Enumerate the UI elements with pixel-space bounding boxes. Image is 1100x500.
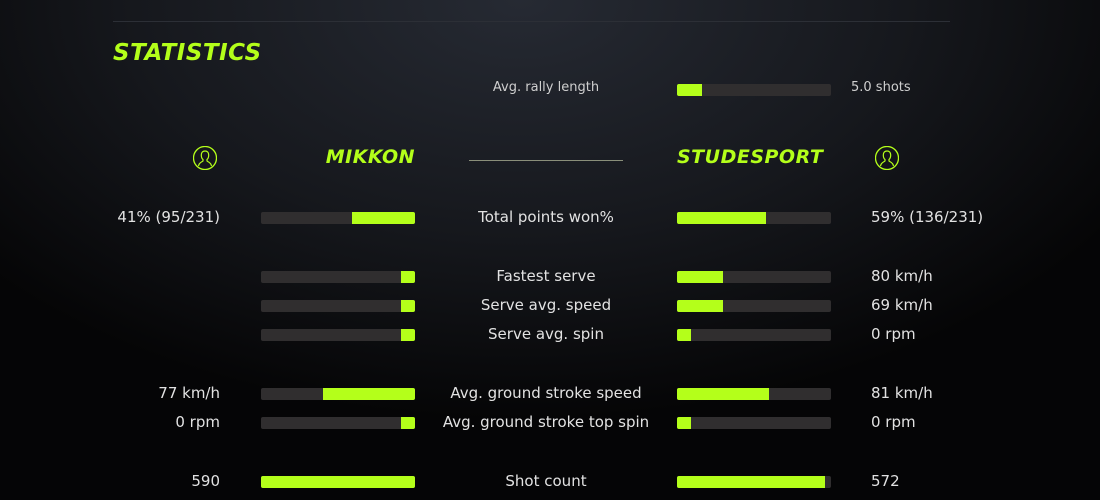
stat-label: Total points won% [478, 208, 614, 226]
left-bar [261, 271, 415, 283]
right-bar-fill [677, 329, 691, 341]
rally-label: Avg. rally length [492, 80, 600, 95]
right-bar-fill [677, 300, 724, 312]
right-value: 572 [871, 472, 900, 490]
player-left-name: MIKKON [325, 146, 415, 168]
left-value: 77 km/h [158, 384, 220, 402]
right-bar-fill [677, 271, 724, 283]
left-bar-fill [401, 417, 415, 429]
rally-bar [677, 84, 831, 96]
page-title: STATISTICS [113, 40, 262, 66]
left-value: 41% (95/231) [117, 208, 220, 226]
right-value: 59% (136/231) [871, 208, 984, 226]
right-bar [677, 388, 831, 400]
right-bar-fill [677, 388, 770, 400]
left-bar [261, 300, 415, 312]
left-bar-fill [401, 329, 415, 341]
right-bar [677, 212, 831, 224]
stat-label: Serve avg. spin [488, 325, 604, 343]
left-bar-fill [401, 300, 415, 312]
left-bar [261, 388, 415, 400]
right-bar-fill [677, 212, 767, 224]
stat-label: Shot count [505, 472, 587, 490]
user-circle-icon [193, 146, 217, 170]
right-value: 0 rpm [871, 413, 916, 431]
right-value: 0 rpm [871, 325, 916, 343]
user-circle-icon [875, 146, 899, 170]
right-bar [677, 476, 831, 488]
rally-bar-fill [677, 84, 702, 96]
left-bar-fill [351, 212, 415, 224]
left-bar-fill [261, 476, 415, 488]
left-bar-fill [401, 271, 415, 283]
left-bar [261, 417, 415, 429]
player-right-name: STUDESPORT [677, 146, 824, 168]
right-bar [677, 300, 831, 312]
top-divider [113, 21, 950, 22]
left-bar [261, 212, 415, 224]
right-bar [677, 417, 831, 429]
right-bar-fill [677, 476, 825, 488]
left-bar [261, 329, 415, 341]
left-value: 590 [191, 472, 220, 490]
stat-label: Avg. ground stroke top spin [442, 413, 650, 431]
right-value: 81 km/h [871, 384, 933, 402]
left-value: 0 rpm [175, 413, 220, 431]
left-bar-fill [322, 388, 415, 400]
stat-label: Fastest serve [496, 267, 596, 285]
rally-value: 5.0 shots [851, 80, 911, 95]
left-bar [261, 476, 415, 488]
right-value: 80 km/h [871, 267, 933, 285]
right-bar-fill [677, 417, 691, 429]
right-value: 69 km/h [871, 296, 933, 314]
right-bar [677, 329, 831, 341]
header-divider [469, 160, 623, 161]
right-bar [677, 271, 831, 283]
stat-label: Serve avg. speed [480, 296, 612, 314]
stat-label: Avg. ground stroke speed [450, 384, 642, 402]
